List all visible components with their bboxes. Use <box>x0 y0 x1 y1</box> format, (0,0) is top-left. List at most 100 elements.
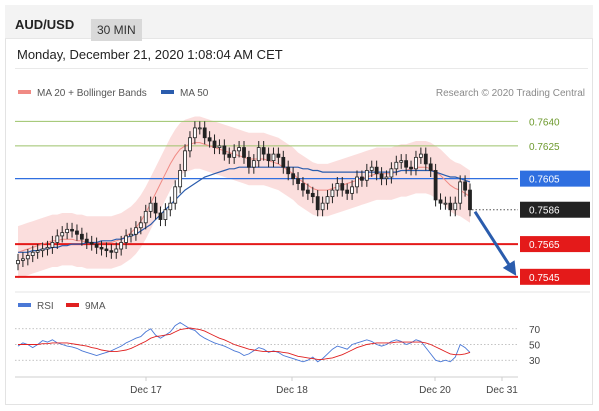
header-divider <box>15 68 588 69</box>
candle-body <box>404 160 409 168</box>
candle-body <box>433 170 438 201</box>
rsi-line <box>17 321 471 363</box>
candle-body <box>443 202 448 205</box>
candle-body <box>60 232 65 237</box>
price-level-tag <box>520 170 590 187</box>
candle-body <box>173 186 178 204</box>
candle-body <box>40 248 45 252</box>
candle-body <box>50 242 55 248</box>
candle-body <box>438 199 443 204</box>
candle-body <box>315 196 320 211</box>
candle-body <box>183 150 187 171</box>
candle-body <box>153 202 158 214</box>
symbol-title: AUD/USD <box>15 17 75 32</box>
candle-body <box>468 189 472 211</box>
price-level-label: 0.7545 <box>529 273 560 284</box>
candle-body <box>414 156 418 170</box>
candle-body <box>25 255 30 260</box>
candle-body <box>261 147 266 155</box>
candle-body <box>453 202 458 211</box>
price-level-tag <box>520 268 590 285</box>
candle-body <box>286 166 291 175</box>
candle-body <box>448 202 453 211</box>
rsi-level-label: 70 <box>529 325 541 336</box>
price-level-label: 0.7605 <box>529 175 560 186</box>
rsi-level-label: 30 <box>529 356 541 367</box>
x-axis-label: Dec 18 <box>276 385 308 396</box>
candle-body <box>227 153 232 158</box>
candle-body <box>114 248 119 253</box>
rsi-legend-label: RSI <box>37 301 54 312</box>
x-axis-label: Dec 31 <box>486 385 518 396</box>
candle-body <box>384 176 389 180</box>
candle-body <box>399 160 404 163</box>
candle-body <box>325 196 330 204</box>
x-axis-label: Dec 20 <box>419 385 451 396</box>
candle-body <box>355 176 359 188</box>
bollinger-legend-label: MA 20 + Bollinger Bands <box>37 88 147 99</box>
candle-body <box>251 160 256 168</box>
candle-body <box>266 153 271 162</box>
candle-body <box>65 228 70 234</box>
price-level-label: 0.7586 <box>529 206 560 217</box>
candle-body <box>256 147 261 162</box>
price-level-tag <box>520 201 590 218</box>
scenario-arrow <box>473 210 517 276</box>
ma9-legend-label: 9MA <box>85 301 106 312</box>
candle-body <box>134 227 138 235</box>
bollinger-legend-swatch <box>18 90 31 94</box>
candle-body <box>148 202 153 212</box>
candle-body <box>188 137 192 152</box>
candle-body <box>30 251 35 256</box>
candle-body <box>360 176 364 181</box>
candle-body <box>418 153 423 158</box>
candle-body <box>75 230 79 235</box>
candle-body <box>109 250 114 253</box>
candle-body <box>350 186 354 194</box>
candle-body <box>217 145 222 148</box>
candle-body <box>70 228 74 232</box>
candle-body <box>55 235 60 243</box>
price-level-label: 0.7625 <box>529 142 560 153</box>
ma50-legend-label: MA 50 <box>180 88 209 99</box>
candle-body <box>143 210 148 224</box>
candle-body <box>458 181 463 204</box>
candle-body <box>409 166 413 170</box>
candle-body <box>310 192 315 198</box>
candle-body <box>237 147 241 152</box>
candle-body <box>94 243 99 248</box>
candle-body <box>178 170 183 188</box>
candle-body <box>247 156 251 168</box>
candle-body <box>158 212 163 220</box>
candle-body <box>301 183 305 191</box>
candle-body <box>222 145 227 155</box>
candle-body <box>364 170 369 181</box>
candle-body <box>99 246 104 250</box>
candle-body <box>104 248 109 252</box>
candle-body <box>276 153 281 158</box>
candle-body <box>45 246 50 250</box>
candle-body <box>305 189 310 194</box>
bollinger-band <box>18 116 470 279</box>
candle-body <box>335 183 340 191</box>
ma9-legend-swatch <box>66 303 79 307</box>
candle-body <box>281 156 286 168</box>
rsi-level-label: 50 <box>529 341 541 352</box>
candle-body <box>138 222 143 229</box>
x-axis: Dec 17 Dec 18 Dec 20 Dec 31 <box>130 377 518 396</box>
candle-body <box>89 242 94 245</box>
candle-body <box>374 166 379 175</box>
candle-body <box>296 178 300 184</box>
candle-body <box>242 147 246 158</box>
rsi-ma9-line <box>18 327 471 360</box>
candle-body <box>197 127 202 130</box>
candle-body <box>320 202 325 211</box>
candle-body <box>192 127 197 139</box>
candle-body <box>394 161 399 170</box>
price-level-labels: 0.7640 0.7625 0.7605 0.7586 0.7565 0.7545 <box>520 117 590 285</box>
candle-body <box>79 233 84 240</box>
candle-body <box>463 181 467 191</box>
candle-body <box>423 153 428 165</box>
chart-timestamp: Monday, December 21, 2020 1:08:04 AM CET <box>17 47 283 62</box>
timeframe-badge[interactable]: 30 MIN <box>91 19 142 41</box>
